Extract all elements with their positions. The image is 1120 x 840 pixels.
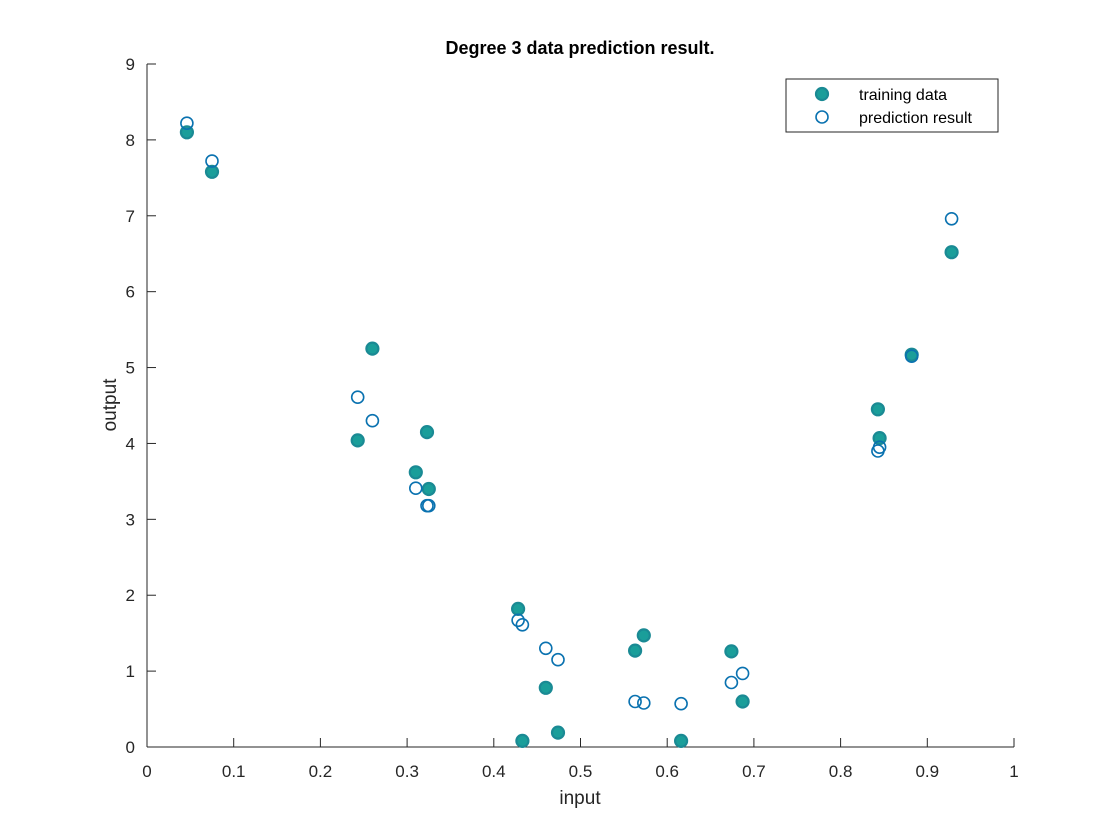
training-data-point — [735, 694, 750, 709]
x-tick-label: 1 — [1009, 762, 1018, 781]
data-points — [179, 116, 959, 749]
prediction-result-point — [674, 696, 688, 711]
training-data-point — [538, 680, 553, 695]
x-tick-label: 0.2 — [309, 762, 333, 781]
training-data-point — [944, 245, 959, 260]
x-tick-label: 0.8 — [829, 762, 853, 781]
training-data-series — [179, 125, 959, 749]
y-tick-label: 3 — [126, 510, 135, 529]
training-data-point — [419, 425, 435, 440]
training-data-point — [550, 725, 566, 740]
legend-marker-prediction — [815, 110, 829, 124]
training-data-point — [204, 164, 220, 179]
training-data-point — [627, 643, 643, 658]
prediction-result-point — [551, 652, 565, 667]
x-tick-label: 0.6 — [655, 762, 679, 781]
prediction-result-point — [538, 641, 553, 656]
y-tick-label: 2 — [126, 586, 135, 605]
training-data-point — [673, 733, 689, 749]
prediction-result-point — [365, 413, 380, 428]
prediction-result-point — [724, 675, 739, 690]
y-axis-title: output — [100, 378, 121, 432]
y-tick-label: 7 — [126, 207, 135, 226]
training-data-point — [350, 433, 365, 448]
x-axis-title: input — [559, 788, 601, 809]
x-tick-label: 0.4 — [482, 762, 506, 781]
training-data-point — [636, 628, 651, 643]
legend-label-training: training data — [859, 87, 947, 104]
x-tick-label: 0 — [142, 762, 151, 781]
prediction-result-point — [350, 390, 365, 405]
training-data-point — [408, 465, 423, 480]
prediction-result-point — [872, 440, 887, 455]
prediction-result-point — [904, 349, 919, 364]
training-data-point — [870, 402, 886, 417]
legend-label-prediction: prediction result — [859, 110, 973, 127]
prediction-result-point — [511, 613, 525, 628]
y-tick-label: 4 — [126, 434, 135, 453]
training-data-point — [515, 733, 530, 749]
prediction-result-point — [205, 154, 219, 168]
prediction-result-series — [180, 116, 959, 711]
training-data-point — [421, 481, 436, 497]
x-tick-label: 0.7 — [742, 762, 766, 781]
y-tick-label: 1 — [126, 662, 135, 681]
x-tick-label: 0.1 — [222, 762, 246, 781]
training-data-point — [724, 644, 739, 659]
prediction-result-point — [515, 617, 530, 632]
chart-title: Degree 3 data prediction result. — [445, 38, 714, 58]
y-tick-label: 5 — [126, 359, 135, 378]
training-data-point — [510, 601, 526, 617]
y-tick-label: 9 — [126, 55, 135, 74]
x-tick-label: 0.5 — [569, 762, 593, 781]
legend: training data prediction result — [785, 78, 999, 133]
prediction-result-point — [180, 116, 194, 130]
prediction-result-point — [628, 694, 642, 709]
prediction-result-point — [408, 481, 423, 496]
y-tick-label: 0 — [126, 738, 135, 757]
legend-marker-training — [814, 86, 830, 102]
prediction-result-point — [735, 666, 750, 681]
y-tick-label: 8 — [126, 131, 135, 150]
prediction-result-point — [421, 498, 436, 513]
prediction-result-point — [944, 212, 959, 226]
y-tick-label: 6 — [126, 283, 135, 302]
training-data-point — [365, 341, 380, 356]
prediction-result-point — [636, 696, 651, 710]
x-tick-label: 0.9 — [915, 762, 939, 781]
x-tick-label: 0.3 — [395, 762, 419, 781]
axes: 0 0.1 0.2 0.3 0.4 0.5 0.6 0.7 0.8 0.9 1 0 1 2 3 4 5 6 7 8 9 — [126, 55, 1019, 781]
